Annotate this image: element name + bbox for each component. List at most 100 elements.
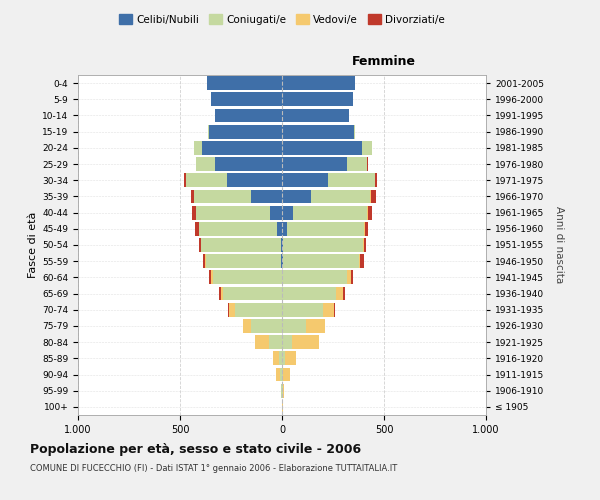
Bar	[282, 92, 353, 106]
Bar	[196, 157, 215, 171]
Bar	[282, 352, 285, 365]
Bar	[235, 303, 282, 316]
Bar	[228, 303, 229, 316]
Bar	[343, 286, 345, 300]
Bar	[370, 190, 371, 203]
Bar	[281, 384, 282, 398]
Bar	[196, 206, 270, 220]
Bar	[191, 190, 194, 203]
Bar	[347, 157, 367, 171]
Bar	[184, 174, 186, 187]
Bar	[209, 270, 211, 284]
Bar	[186, 174, 227, 187]
Bar	[282, 254, 283, 268]
Bar	[367, 206, 368, 220]
Bar	[364, 222, 365, 235]
Bar	[205, 254, 206, 268]
Bar	[282, 141, 362, 154]
Bar	[283, 254, 359, 268]
Bar	[201, 238, 202, 252]
Bar	[371, 190, 376, 203]
Bar	[307, 319, 325, 333]
Bar	[276, 368, 280, 382]
Bar	[285, 352, 296, 365]
Bar	[279, 352, 282, 365]
Bar	[227, 174, 282, 187]
Bar	[221, 286, 223, 300]
Bar	[359, 254, 364, 268]
Bar	[251, 190, 282, 203]
Bar	[282, 368, 283, 382]
Bar	[328, 174, 375, 187]
Bar	[347, 270, 352, 284]
Bar	[229, 303, 235, 316]
Bar	[215, 157, 282, 171]
Bar	[364, 238, 366, 252]
Bar	[243, 319, 251, 333]
Bar	[208, 125, 209, 138]
Bar	[251, 319, 282, 333]
Text: COMUNE DI FUCECCHIO (FI) - Dati ISTAT 1° gennaio 2006 - Elaborazione TUTTAITALIA: COMUNE DI FUCECCHIO (FI) - Dati ISTAT 1°…	[30, 464, 397, 473]
Bar	[362, 238, 364, 252]
Bar	[362, 141, 372, 154]
Bar	[375, 174, 376, 187]
Bar	[269, 336, 282, 349]
Bar	[334, 303, 335, 316]
Bar	[281, 254, 282, 268]
Bar	[223, 286, 282, 300]
Bar	[282, 108, 349, 122]
Bar	[282, 319, 307, 333]
Bar	[196, 222, 199, 235]
Bar	[209, 125, 282, 138]
Bar	[199, 222, 277, 235]
Bar	[282, 303, 323, 316]
Bar	[212, 270, 282, 284]
Bar	[280, 368, 282, 382]
Bar	[194, 141, 202, 154]
Bar	[365, 222, 368, 235]
Bar	[282, 384, 283, 398]
Bar	[376, 174, 377, 187]
Bar	[203, 254, 205, 268]
Text: Popolazione per età, sesso e stato civile - 2006: Popolazione per età, sesso e stato civil…	[30, 442, 361, 456]
Bar	[282, 336, 292, 349]
Bar	[202, 141, 282, 154]
Bar	[367, 157, 368, 171]
Bar	[277, 222, 282, 235]
Bar	[194, 190, 251, 203]
Bar	[206, 254, 281, 268]
Bar	[215, 108, 282, 122]
Bar	[287, 222, 364, 235]
Bar	[352, 270, 353, 284]
Y-axis label: Anni di nascita: Anni di nascita	[554, 206, 564, 284]
Bar	[311, 190, 370, 203]
Bar	[282, 157, 347, 171]
Bar	[282, 286, 336, 300]
Bar	[206, 76, 282, 90]
Bar	[282, 270, 347, 284]
Bar	[211, 270, 212, 284]
Bar	[273, 352, 279, 365]
Bar	[293, 206, 367, 220]
Bar	[283, 384, 284, 398]
Bar	[281, 238, 282, 252]
Bar	[292, 336, 319, 349]
Bar	[256, 336, 269, 349]
Bar	[282, 206, 293, 220]
Bar	[368, 206, 372, 220]
Bar	[283, 238, 362, 252]
Bar	[372, 141, 373, 154]
Bar	[282, 174, 328, 187]
Text: Femmine: Femmine	[352, 55, 416, 68]
Bar	[211, 92, 282, 106]
Bar	[282, 76, 355, 90]
Bar	[282, 238, 283, 252]
Bar	[282, 222, 287, 235]
Bar	[270, 206, 282, 220]
Bar	[336, 286, 343, 300]
Bar	[219, 286, 221, 300]
Bar	[192, 206, 196, 220]
Bar	[199, 238, 201, 252]
Bar	[283, 368, 290, 382]
Bar	[282, 125, 355, 138]
